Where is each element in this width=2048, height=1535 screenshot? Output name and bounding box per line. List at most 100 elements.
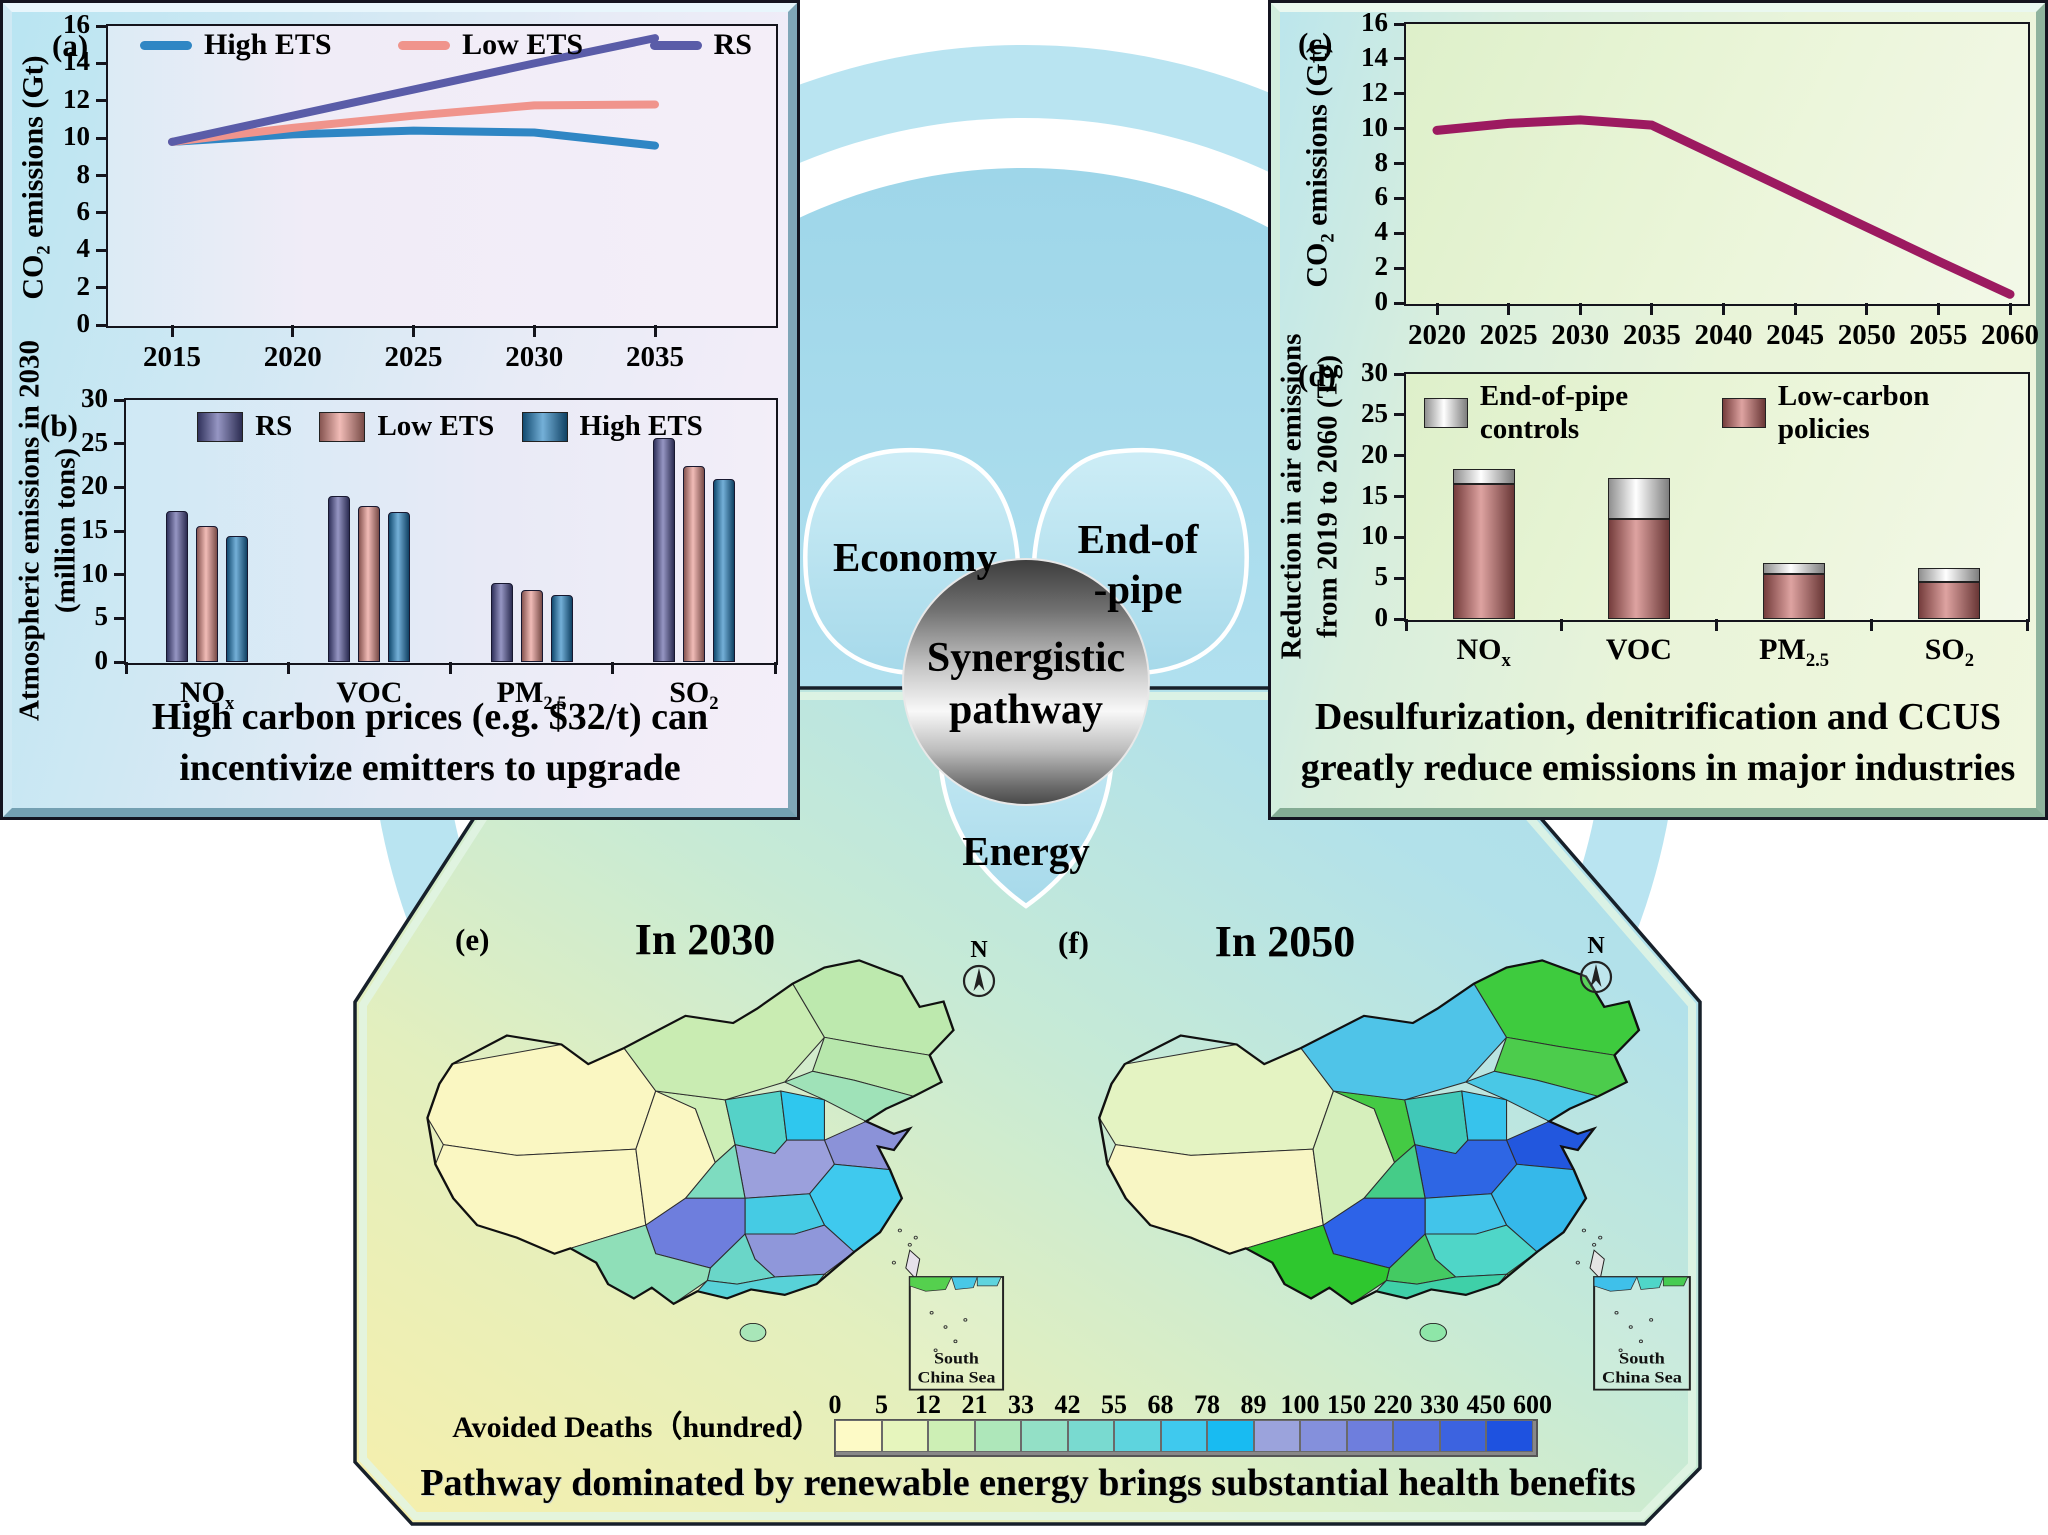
x-tick-label: 2020 bbox=[263, 341, 322, 373]
x-tick bbox=[1722, 303, 1725, 315]
legend-line-swatch bbox=[649, 40, 702, 50]
y-tick bbox=[1394, 576, 1406, 580]
caption-right-line1: Desulfurization, denitrification and CCU… bbox=[1314, 696, 2002, 738]
y-tick bbox=[96, 61, 108, 65]
colorbar-cell bbox=[1114, 1420, 1161, 1452]
bar-RS bbox=[166, 510, 189, 662]
inset-island-dot bbox=[1614, 1310, 1619, 1315]
legend-swatch bbox=[197, 411, 244, 442]
y-tick bbox=[114, 398, 126, 402]
y-tick bbox=[114, 573, 126, 577]
sphere-line2: pathway bbox=[948, 687, 1104, 733]
inset-province-3 bbox=[1662, 1276, 1689, 1287]
y-tick-label: 6 bbox=[76, 195, 91, 226]
inset-label-line1: South bbox=[934, 1350, 979, 1368]
sphere-line1: Synergistic bbox=[926, 635, 1126, 681]
x-tick-label: 2015 bbox=[143, 341, 201, 373]
x-tick-label: 2040 bbox=[1694, 319, 1753, 351]
bar-Low ETS bbox=[682, 465, 705, 662]
x-tick bbox=[532, 325, 536, 337]
colorbar-value: 150 bbox=[1327, 1390, 1366, 1419]
y-tick bbox=[96, 136, 108, 140]
province-hainan bbox=[739, 1323, 767, 1342]
compass-icon-e bbox=[962, 964, 996, 998]
x-tick bbox=[2025, 619, 2029, 631]
y-tick bbox=[114, 660, 126, 664]
y-tick-label: 8 bbox=[76, 158, 91, 189]
legend-item: RS bbox=[197, 410, 292, 443]
inset-island-dot bbox=[1628, 1325, 1633, 1329]
x-tick-label: 2035 bbox=[1622, 319, 1681, 351]
y-tick bbox=[1394, 454, 1406, 458]
y-tick bbox=[96, 24, 108, 28]
colorbar-cell bbox=[1160, 1420, 1207, 1452]
y-tick-label: 15 bbox=[1361, 479, 1388, 510]
colorbar-title: Avoided Deaths（hundred） bbox=[452, 1411, 822, 1444]
y-tick-label: 25 bbox=[81, 426, 108, 457]
x-tick bbox=[1507, 303, 1511, 315]
y-tick-label: 10 bbox=[63, 121, 90, 152]
y-tick bbox=[1394, 127, 1406, 131]
x-category-label: SO2 bbox=[669, 676, 719, 714]
y-tick-label: 14 bbox=[1361, 41, 1388, 72]
colorbar-value: 5 bbox=[875, 1390, 888, 1419]
x-tick-label: 2060 bbox=[1981, 319, 2039, 351]
y-tick-label: 6 bbox=[1374, 181, 1389, 212]
legend-d: End-of-pipe controls Low-carbon policies bbox=[1424, 380, 2016, 446]
x-tick-label: 2035 bbox=[626, 341, 684, 373]
inset-island-dot bbox=[953, 1339, 958, 1344]
inset-island-dot bbox=[1649, 1318, 1654, 1322]
caption-bottom: Pathway dominated by renewable energy br… bbox=[420, 1462, 1636, 1504]
province-taiwan bbox=[905, 1249, 921, 1280]
legend-label: Low ETS bbox=[462, 28, 584, 61]
province-xinjiang bbox=[1099, 1043, 1335, 1156]
bar-segment-Low-carbon policies bbox=[1918, 582, 1981, 619]
inset-province-2 bbox=[950, 1276, 978, 1290]
x-tick bbox=[773, 662, 777, 674]
inset-label-line1: South bbox=[1619, 1350, 1665, 1368]
bar-Low ETS bbox=[358, 505, 381, 662]
petal-label-end-of-line1: End-of bbox=[1077, 516, 1199, 562]
y-tick bbox=[96, 248, 108, 252]
colorbar-cell bbox=[1439, 1420, 1486, 1452]
inset-label-line2: China Sea bbox=[917, 1368, 995, 1386]
x-tick bbox=[1870, 619, 1874, 631]
y-tick bbox=[1394, 266, 1406, 270]
x-tick-label: 2025 bbox=[384, 341, 443, 373]
axis-title-d-y-line1: Reduction in air emissions bbox=[1275, 333, 1308, 660]
x-tick-label: 2050 bbox=[1837, 319, 1896, 351]
y-tick-label: 10 bbox=[81, 557, 108, 588]
colorbar-value: 12 bbox=[915, 1390, 941, 1419]
bar-segment-Low-carbon policies bbox=[1763, 574, 1826, 619]
map-label-e: (e) bbox=[455, 922, 490, 957]
colorbar-value: 450 bbox=[1466, 1390, 1506, 1419]
x-category-label: VOC bbox=[336, 676, 403, 709]
y-tick-label: 25 bbox=[1361, 397, 1388, 428]
colorbar-cell bbox=[1253, 1420, 1300, 1452]
y-tick-label: 12 bbox=[63, 83, 90, 114]
bar-Low ETS bbox=[196, 525, 219, 662]
line-series-High ETS bbox=[168, 126, 659, 150]
colorbar-value: 0 bbox=[828, 1390, 842, 1419]
province-hebei bbox=[780, 1090, 825, 1141]
x-tick bbox=[449, 662, 452, 674]
y-tick-label: 5 bbox=[94, 601, 109, 632]
x-tick bbox=[1650, 303, 1654, 315]
panel-label-b: (b) bbox=[40, 408, 78, 443]
legend-label: Low ETS bbox=[377, 410, 495, 442]
sphere-text: Synergistic pathway bbox=[904, 560, 1148, 736]
y-tick bbox=[1394, 495, 1406, 498]
x-tick bbox=[653, 325, 657, 337]
legend-swatch bbox=[521, 411, 568, 442]
x-tick-label: 2025 bbox=[1479, 319, 1538, 351]
axis-title-b-y-line2: (million tons) bbox=[49, 447, 82, 614]
x-category-label: SO2 bbox=[1924, 633, 1975, 671]
colorbar-value: 89 bbox=[1240, 1390, 1267, 1419]
y-tick bbox=[1394, 162, 1406, 165]
bar-RS bbox=[652, 437, 675, 662]
island-dot bbox=[1581, 1228, 1587, 1233]
x-category-label: VOC bbox=[1605, 633, 1672, 666]
bar-segment-Low-carbon policies bbox=[1452, 484, 1515, 619]
legend-a: High ETS Low ETS RS bbox=[140, 28, 752, 62]
